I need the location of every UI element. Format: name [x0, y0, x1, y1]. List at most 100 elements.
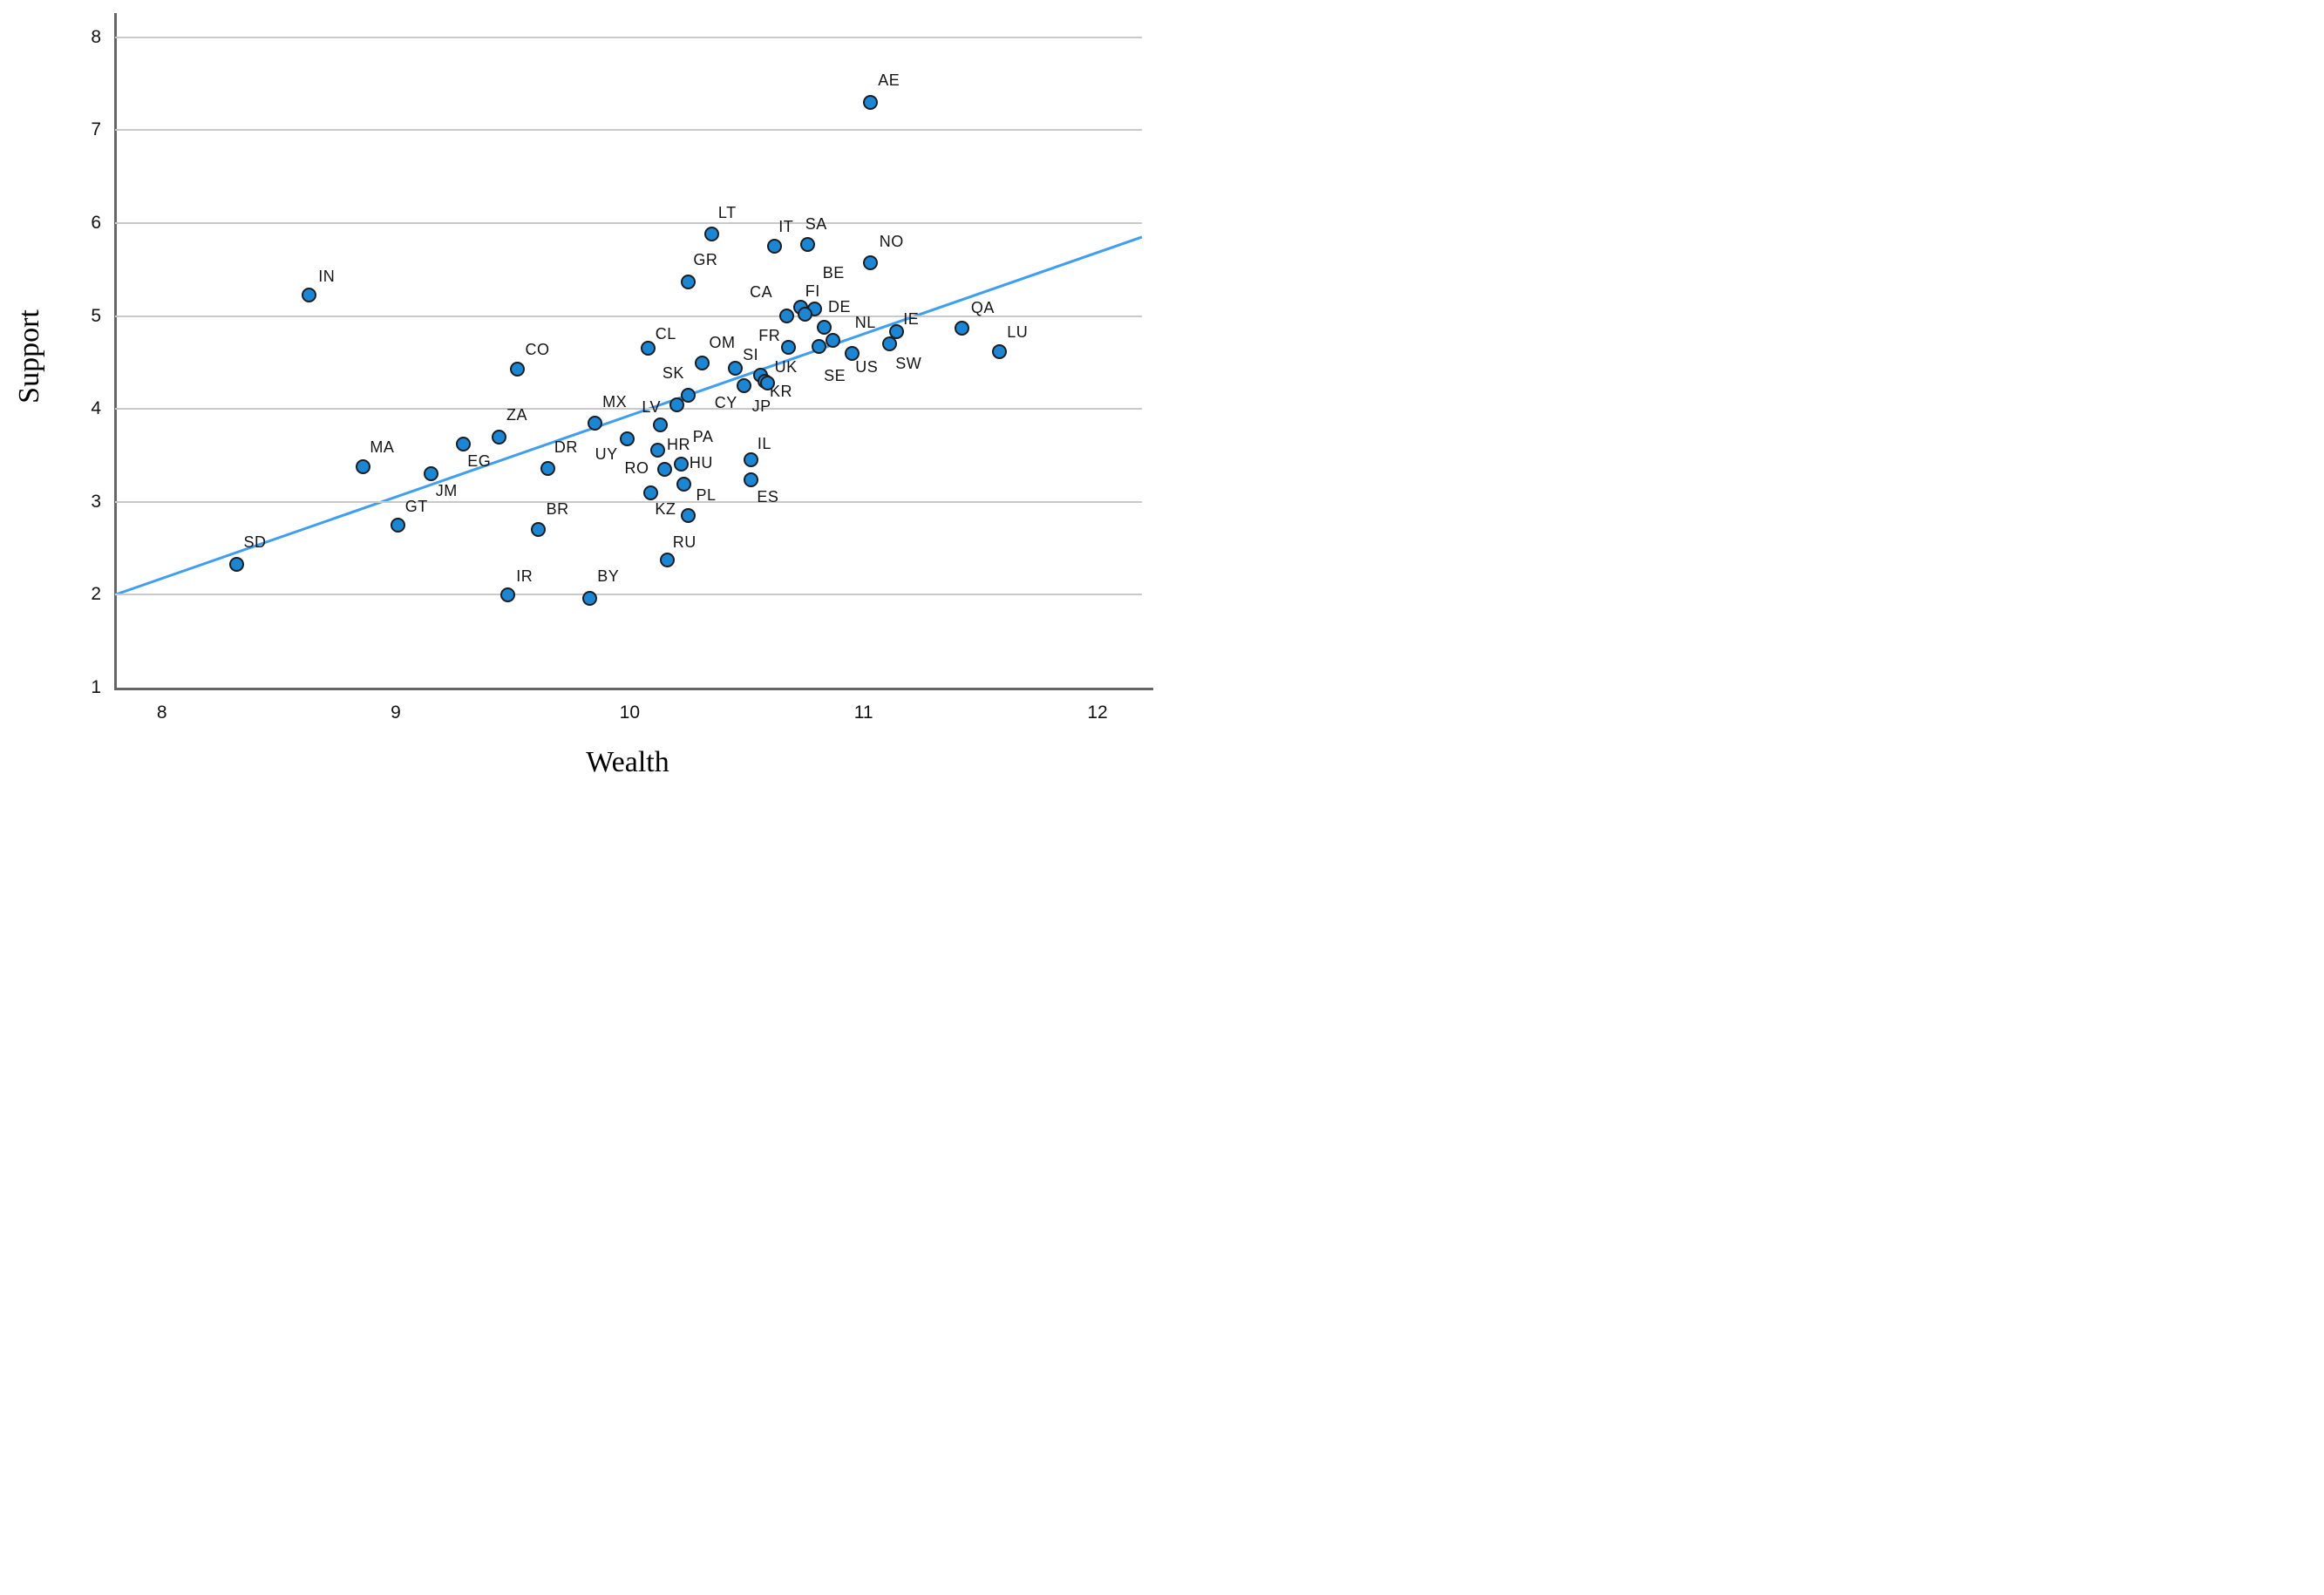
data-point-IL[interactable] [744, 452, 759, 468]
x-tick-label: 8 [156, 702, 167, 723]
point-label-FI: FI [805, 282, 820, 300]
data-point-GT[interactable] [391, 517, 406, 533]
point-label-PA: PA [692, 428, 714, 446]
point-label-QA: QA [970, 299, 995, 317]
point-label-JP: JP [751, 397, 771, 416]
data-point-RU[interactable] [659, 553, 675, 568]
data-point-BR[interactable] [531, 522, 547, 538]
data-point-HU[interactable] [673, 456, 689, 472]
data-point-JM[interactable] [423, 466, 438, 482]
data-point-SE[interactable] [812, 339, 827, 355]
point-label-SA: SA [805, 215, 827, 234]
point-label-KZ: KZ [655, 499, 676, 518]
y-tick-label: 8 [91, 26, 101, 47]
data-point-PA[interactable] [657, 461, 673, 477]
data-point-CO[interactable] [510, 361, 526, 377]
data-point-CY[interactable] [737, 378, 752, 393]
data-point-RO[interactable] [642, 485, 658, 500]
scatterplot-canvas: Wealth Support 1 2 3 4 5 6 7 8 8 9 10 11 12 AE IN LT IT S… [0, 0, 1162, 798]
data-point-PL[interactable] [676, 477, 691, 492]
point-label-CL: CL [655, 324, 676, 343]
data-point-HR[interactable] [650, 442, 666, 458]
point-label-LV: LV [642, 398, 662, 417]
point-label-OM: OM [709, 333, 736, 351]
data-point-LU[interactable] [991, 343, 1007, 359]
data-point-IN[interactable] [302, 287, 317, 302]
data-point-MA[interactable] [355, 458, 370, 474]
data-point-NL[interactable] [826, 332, 841, 348]
data-point[interactable] [798, 306, 813, 322]
data-point-OM[interactable] [695, 356, 710, 371]
data-point-LV[interactable] [652, 417, 668, 432]
point-label-GT: GT [404, 498, 428, 516]
y-tick-label: 3 [91, 491, 101, 512]
point-label-AE: AE [878, 71, 900, 90]
point-label-UK: UK [774, 357, 798, 376]
gridline-y-4 [115, 408, 1142, 411]
x-tick-label: 9 [391, 702, 401, 723]
data-point-IR[interactable] [500, 587, 516, 602]
point-label-HU: HU [689, 454, 713, 472]
data-point-GR[interactable] [680, 274, 696, 289]
data-point-SD[interactable] [229, 556, 245, 572]
data-point-DE[interactable] [816, 319, 832, 335]
point-label-SW: SW [895, 354, 922, 372]
point-label-DR: DR [554, 438, 578, 457]
point-label-IE: IE [903, 309, 920, 328]
data-point-SA[interactable] [799, 236, 815, 252]
point-label-NL: NL [854, 314, 876, 332]
point-label-SD: SD [243, 533, 267, 552]
data-point-LT[interactable] [703, 227, 719, 242]
data-point-JP[interactable] [760, 375, 776, 390]
point-label-IR: IR [516, 567, 533, 586]
point-label-US: US [855, 358, 879, 377]
data-point-ES[interactable] [744, 472, 759, 487]
data-point-UY[interactable] [620, 431, 635, 446]
point-label-LU: LU [1007, 323, 1029, 342]
gridline-y-3 [115, 500, 1142, 503]
gridline-y-5 [115, 315, 1142, 317]
point-label-NO: NO [879, 232, 904, 250]
point-label-BY: BY [597, 567, 620, 585]
y-tick-label: 7 [91, 119, 101, 140]
x-axis-title: Wealth [586, 746, 669, 778]
point-label-CA: CA [750, 282, 773, 301]
data-point-CL[interactable] [641, 341, 656, 356]
y-tick-label: 5 [91, 305, 101, 326]
data-point-DR[interactable] [540, 460, 555, 476]
data-point[interactable] [669, 397, 684, 413]
point-label-GR: GR [693, 251, 718, 269]
data-point-IT[interactable] [767, 239, 783, 255]
point-label-SI: SI [743, 346, 759, 364]
data-point-US[interactable] [844, 345, 860, 361]
data-point-SI[interactable] [727, 360, 743, 376]
data-point-BY[interactable] [582, 591, 598, 607]
gridline-y-6 [115, 221, 1142, 224]
y-tick-label: 4 [91, 398, 101, 419]
y-tick-label: 1 [91, 677, 101, 697]
data-point-CA[interactable] [778, 309, 794, 324]
point-label-UY: UY [595, 445, 618, 464]
data-point-KZ[interactable] [680, 508, 696, 524]
y-axis-line [114, 13, 117, 689]
data-point-EG[interactable] [456, 437, 472, 452]
point-label-BE: BE [822, 264, 845, 282]
gridline-y-2 [115, 594, 1142, 596]
point-label-IL: IL [757, 434, 771, 452]
data-point-ZA[interactable] [491, 429, 506, 445]
data-point-AE[interactable] [863, 94, 879, 110]
x-axis-line [114, 688, 1153, 690]
data-point-SW[interactable] [881, 336, 897, 352]
data-point-MX[interactable] [587, 415, 602, 431]
point-label-FR: FR [758, 326, 781, 344]
data-point-FR[interactable] [781, 340, 797, 356]
gridline-y-8 [115, 36, 1142, 38]
point-label-PL: PL [696, 485, 717, 504]
point-label-ZA: ZA [506, 406, 528, 424]
data-point-SK[interactable] [680, 387, 696, 403]
point-label-MA: MA [370, 438, 395, 457]
point-label-HR: HR [667, 436, 691, 454]
data-point-QA[interactable] [954, 320, 969, 336]
data-point-NO[interactable] [863, 255, 879, 271]
data-point-IE[interactable] [888, 324, 904, 340]
